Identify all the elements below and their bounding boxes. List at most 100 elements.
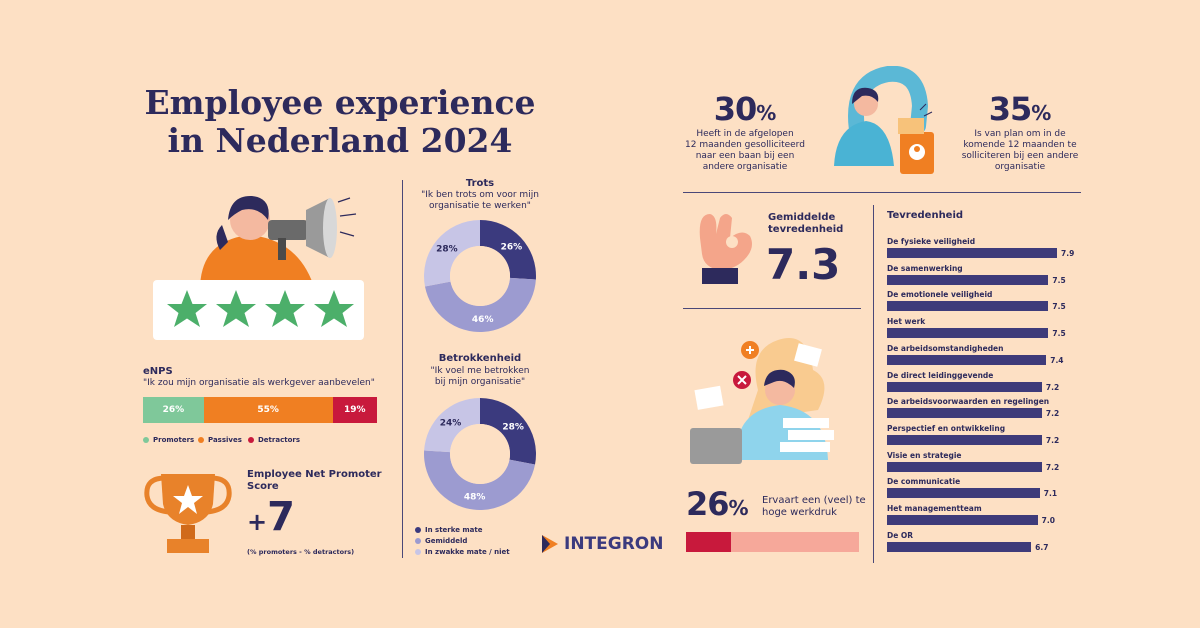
- tevredenheid-bar: [887, 461, 1042, 472]
- star-icon-1: [167, 290, 207, 327]
- stat-30: 30%: [680, 90, 810, 128]
- betrokkenheid-slice-average: [424, 450, 536, 511]
- tevredenheid-value-label: 7.4: [1050, 355, 1064, 365]
- legend-weak: In zwakke mate / niet: [415, 548, 510, 556]
- tevredenheid-value-label: 7.9: [1061, 249, 1075, 258]
- star-icon-4: [314, 290, 354, 327]
- betrokkenheid-label-strong: 28%: [502, 423, 524, 433]
- tevredenheid-category-label: Het werk: [887, 317, 926, 327]
- tevredenheid-value-label: 7.2: [1045, 409, 1060, 419]
- job-application-illustration: [834, 66, 934, 174]
- betrokkenheid-slice-strong: [480, 398, 536, 465]
- betrokkenheid-quote: "Ik voel me betrokken bij mijn organisat…: [430, 366, 530, 387]
- stat-30-sign: %: [756, 101, 777, 125]
- strong-dot: [415, 527, 421, 533]
- stat-35-sign: %: [1031, 101, 1052, 125]
- star-icon-2: [216, 290, 256, 327]
- enps-score-value: 7: [267, 494, 295, 540]
- enps-bar-promoters: 26%: [143, 397, 204, 423]
- tevredenheid-value-label: 7.0: [1041, 516, 1055, 525]
- megaphone-person-illustration: [200, 195, 357, 290]
- tevredenheid-bar: [887, 541, 1032, 552]
- satisfaction-value: 7.3: [766, 240, 841, 289]
- divider-left: [402, 180, 403, 558]
- average-dot: [415, 538, 421, 544]
- tevredenheid-value-label: 7.2: [1045, 435, 1060, 445]
- tevredenheid-bar: [887, 434, 1042, 445]
- tevredenheid-value-label: 7.2: [1045, 462, 1060, 472]
- tevredenheid-value-label: 7.5: [1052, 275, 1066, 285]
- enps-bar-passives: 55%: [203, 397, 333, 423]
- trots-label-weak: 28%: [436, 245, 458, 255]
- trophy-icon: [144, 474, 232, 553]
- tevredenheid-category-label: De communicatie: [887, 477, 961, 487]
- tevredenheid-category-label: Perspectief en ontwikkeling: [887, 423, 1006, 433]
- trots-donut-hole: [450, 246, 510, 306]
- tevredenheid-bar: [887, 301, 1049, 312]
- tevredenheid-bar: [887, 328, 1049, 339]
- tevredenheid-bar: [887, 488, 1040, 499]
- betrokkenheid-slice-weak: [424, 398, 480, 453]
- tevredenheid-bar: [887, 274, 1049, 285]
- betrokkenheid-label-weak: 24%: [440, 419, 462, 429]
- workload-bar: [686, 532, 859, 552]
- legend-promoters: Promoters: [143, 436, 194, 444]
- stat-35-text: Is van plan om in de komende 12 maanden …: [961, 129, 1079, 172]
- detractors-dot: [248, 437, 254, 443]
- tevredenheid-value-label: 7.5: [1052, 329, 1066, 339]
- weak-dot: [415, 549, 421, 555]
- tevredenheid-title: Tevredenheid: [887, 210, 964, 221]
- enps-title: eNPS: [143, 366, 173, 377]
- tevredenheid-bar: [887, 515, 1038, 525]
- tevredenheid-value-label: 7.2: [1045, 382, 1060, 392]
- integron-logo-text: INTEGRON: [564, 534, 664, 554]
- divider-mid: [683, 308, 861, 309]
- trots-slice-strong: [480, 220, 536, 280]
- trots-donut-chart: 26% 46% 28%: [424, 220, 536, 333]
- betrokkenheid-title: Betrokkenheid: [438, 353, 522, 364]
- integron-logo-icon: [542, 535, 558, 553]
- title-line-1: Employee experience: [144, 83, 536, 122]
- trots-quote: "Ik ben trots om voor mijn organisatie t…: [421, 190, 539, 211]
- tevredenheid-bar: [887, 408, 1042, 419]
- tevredenheid-category-label: De fysieke veiligheid: [887, 237, 976, 246]
- trots-label-strong: 26%: [501, 243, 523, 253]
- title-line-2: in Nederland 2024: [167, 121, 513, 160]
- trots-slice-average: [424, 277, 536, 333]
- passives-dot: [198, 437, 204, 443]
- tevredenheid-category-label: De arbeidsomstandigheden: [887, 343, 1004, 353]
- rating-card: [153, 280, 364, 340]
- tevredenheid-bar: [887, 381, 1042, 392]
- integron-logo: INTEGRON: [540, 533, 664, 555]
- legend-strong: In sterke mate: [415, 526, 483, 534]
- divider-top-right: [683, 192, 1081, 193]
- tevredenheid-value-label: 7.1: [1043, 489, 1058, 499]
- tevredenheid-category-label: Visie en strategie: [887, 450, 962, 460]
- star-icon-3: [265, 290, 305, 327]
- workload-bar-fill: [686, 532, 731, 552]
- tevredenheid-value-label: 6.7: [1035, 542, 1049, 552]
- workload-sign: %: [728, 496, 749, 520]
- tevredenheid-category-label: De emotionele veiligheid: [887, 290, 993, 300]
- enps-bar-detractors: 19%: [332, 397, 377, 423]
- trots-label-average: 46%: [472, 315, 494, 325]
- tevredenheid-category-label: De OR: [887, 530, 914, 540]
- tevredenheid-category-label: De arbeidsvoorwaarden en regelingen: [887, 397, 1050, 407]
- enps-score: +7: [247, 494, 295, 540]
- betrokkenheid-donut-hole: [450, 424, 510, 484]
- betrokkenheid-donut-chart: 28% 48% 24%: [424, 398, 536, 511]
- enps-score-title: Employee Net Promoter Score: [247, 469, 382, 492]
- enps-quote: "Ik zou mijn organisatie als werkgever a…: [143, 378, 375, 388]
- stat-30-text: Heeft in de afgelopen 12 maanden gesolli…: [685, 129, 805, 172]
- legend-passives: Passives: [198, 436, 242, 444]
- tevredenheid-bar: [887, 354, 1047, 365]
- ok-hand-icon: [699, 214, 752, 284]
- tevredenheid-category-label: De direct leidinggevende: [887, 370, 994, 380]
- stars: [167, 290, 354, 327]
- stat-30-value: 30: [713, 90, 758, 128]
- enps-score-sign: +: [247, 508, 268, 536]
- workload-value: 26: [686, 485, 730, 523]
- trots-title: Trots: [465, 178, 495, 189]
- satisfaction-label: Gemiddelde tevredenheid: [768, 212, 844, 235]
- legend-average: Gemiddeld: [415, 537, 467, 545]
